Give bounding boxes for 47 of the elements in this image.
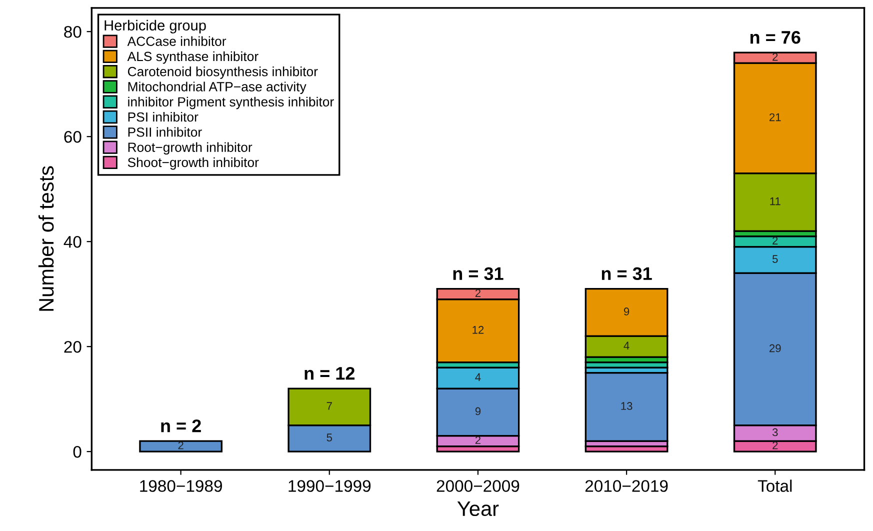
data-label: 2 (475, 289, 480, 297)
legend-title: Herbicide group (104, 20, 206, 34)
x-tick-label: Total (758, 480, 792, 492)
legend-label: Carotenoid biosynthesis inhibitor (128, 66, 318, 79)
y-tick-label: 20 (64, 340, 82, 353)
legend-label: Mitochondrial ATP−ase activity (128, 82, 306, 94)
y-axis-title: Number of tests (38, 166, 54, 311)
total-label: n = 2 (161, 419, 201, 432)
data-label: 2 (772, 236, 778, 244)
data-label: 5 (772, 255, 778, 263)
data-label: 13 (621, 402, 632, 410)
data-label: 3 (772, 428, 778, 436)
total-label: n = 76 (750, 30, 800, 44)
y-tick-label: 0 (73, 446, 82, 458)
y-tick-label: 80 (64, 26, 82, 38)
legend-label: Shoot−growth inhibitor (128, 157, 259, 170)
data-label: 21 (770, 113, 781, 122)
data-label: 2 (178, 441, 184, 450)
data-label: 29 (770, 344, 781, 352)
y-tick-label: 40 (64, 236, 82, 248)
data-label: 4 (475, 373, 481, 381)
data-label: 12 (472, 326, 484, 334)
legend-label: PSI inhibitor (128, 112, 198, 122)
total-label: n = 31 (453, 267, 504, 280)
legend-label: PSII inhibitor (128, 127, 202, 137)
data-label: 2 (475, 436, 480, 444)
y-tick-label: 60 (64, 130, 82, 143)
data-label: 2 (772, 441, 778, 450)
data-label: 5 (326, 434, 332, 442)
x-tick-label: 2000−2009 (436, 480, 520, 492)
data-label: 9 (624, 308, 630, 316)
legend-label: inhibitor Pigment synthesis inhibitor (128, 96, 334, 110)
data-label: 11 (770, 197, 780, 206)
legend-label: ALS synthase inhibitor (127, 51, 258, 64)
data-label: 7 (326, 402, 332, 410)
legend-label: ACCase inhibitor (127, 36, 226, 46)
legend-label: Root−growth inhibitor (128, 142, 252, 155)
total-label: n = 31 (602, 267, 652, 280)
x-axis-title: Year (457, 502, 499, 516)
data-label: 4 (624, 342, 630, 350)
data-label: 9 (475, 407, 481, 416)
bar (139, 440, 223, 452)
total-label: n = 12 (304, 366, 355, 380)
x-tick-label: 1980−1989 (140, 480, 222, 492)
x-tick-label: 1990−1999 (288, 480, 371, 492)
x-tick-label: 2010−2019 (585, 480, 668, 492)
data-label: 2 (772, 52, 778, 61)
